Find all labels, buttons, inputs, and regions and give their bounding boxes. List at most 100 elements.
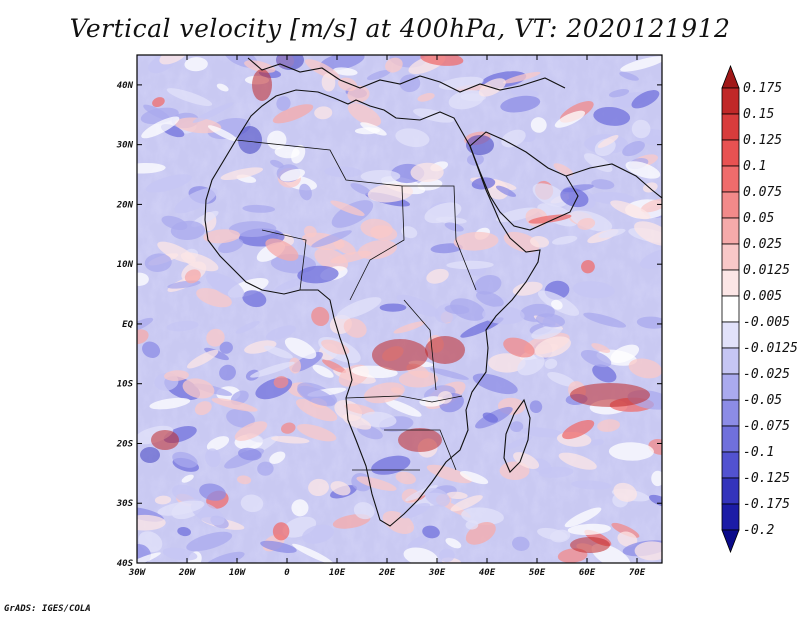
field-patch [137, 514, 166, 531]
field-patch [137, 317, 154, 334]
field-patch [242, 290, 267, 308]
field-patch [437, 391, 453, 404]
credit-text: GrADS: IGES/COLA [4, 604, 91, 614]
chart-title: Vertical velocity [m/s] at 400hPa, VT: 2… [69, 14, 731, 43]
field-patch-strong [372, 339, 428, 371]
field-patch [634, 221, 662, 246]
field-patch [631, 119, 651, 139]
field-patch [529, 400, 543, 414]
field-patch [321, 339, 350, 355]
field-patch [145, 174, 192, 193]
field-patch [137, 162, 166, 174]
field-patch [144, 253, 172, 272]
field-patch [444, 304, 470, 315]
field-patch [141, 116, 180, 139]
field-patch [610, 200, 651, 220]
lon-label: 20W [178, 568, 197, 578]
field-patch [330, 250, 372, 264]
colorbar-label: -0.025 [743, 367, 790, 382]
field-patch [510, 421, 524, 433]
field-patch [199, 483, 226, 501]
field-patch [360, 411, 397, 428]
colorbar-swatch [721, 269, 740, 297]
colorbar-swatch [721, 321, 740, 349]
field-patch [472, 373, 518, 395]
field-patch [291, 499, 309, 517]
field-patch [547, 372, 576, 387]
colorbar-swatch [721, 217, 740, 245]
field-patch [265, 325, 296, 341]
field-patch [583, 153, 613, 173]
field-patch [194, 401, 212, 416]
field-patch [399, 502, 431, 519]
field-patch [453, 231, 499, 251]
field-patch [312, 364, 334, 378]
field-patch [270, 159, 284, 168]
field-patch [424, 488, 450, 507]
field-patch [592, 364, 617, 383]
field-patch [495, 185, 517, 197]
lon-label: 60E [579, 568, 596, 578]
field-patch [166, 320, 199, 332]
field-patch [280, 168, 306, 182]
field-patch [590, 192, 635, 205]
field-patch [446, 491, 468, 500]
field-patch [401, 226, 418, 239]
lon-label: 10E [329, 568, 346, 578]
field-patch [272, 522, 290, 541]
field-patch [174, 187, 218, 214]
field-patch [513, 452, 540, 470]
field-patch [244, 60, 276, 73]
field-patch [610, 344, 640, 364]
field-patch [343, 318, 367, 338]
colorbar-label: -0.0125 [743, 341, 798, 356]
field-patch [137, 552, 161, 563]
colorbar [721, 64, 740, 554]
colorbar-bottom-arrow [721, 529, 740, 554]
field-patch [530, 117, 547, 133]
field-patch [250, 361, 295, 378]
axis-ticks [136, 55, 662, 564]
colorbar-swatch [721, 399, 740, 427]
field-patch [390, 387, 404, 394]
colorbar-label: 0.125 [743, 133, 782, 148]
field-patch [465, 520, 479, 530]
field-patch [296, 398, 338, 422]
field-patch [583, 312, 627, 328]
field-patch [482, 412, 499, 423]
field-patch [274, 145, 300, 159]
field-patch [152, 97, 165, 108]
field-patch [625, 161, 661, 179]
field-patch [459, 470, 489, 485]
field-patch [567, 523, 611, 535]
field-patch [512, 281, 543, 296]
field-patch [299, 183, 312, 201]
field-patch-strong [570, 383, 650, 407]
lat-label: 40N [117, 81, 134, 91]
field-patch [344, 403, 375, 415]
field-patch [511, 88, 539, 98]
field-patch [206, 328, 225, 347]
field-patch [302, 524, 334, 544]
field-patch [474, 275, 502, 295]
longitude-labels: 30W 20W 10W 0 10E 20E 30E 40E 50E 60E 70E [128, 568, 646, 578]
lat-label: 20N [116, 200, 134, 210]
field-patch [503, 337, 535, 358]
field-patch [426, 464, 473, 484]
field-patch [347, 103, 382, 127]
colorbar-label: -0.05 [743, 393, 782, 408]
field-patch [297, 265, 339, 284]
madagascar-coastline [503, 398, 531, 473]
arabia-coastline [469, 131, 579, 231]
field-patch [622, 141, 645, 157]
field-patch [257, 461, 274, 476]
field-patch [520, 427, 564, 438]
field-patch [500, 95, 541, 113]
field-patch [314, 106, 333, 120]
field-patch [263, 345, 293, 359]
field-patch-strong [570, 537, 610, 553]
field-patch [426, 268, 449, 284]
map-frame [136, 54, 663, 564]
field-patch [593, 106, 631, 126]
colorbar-label: 0.175 [743, 81, 782, 96]
